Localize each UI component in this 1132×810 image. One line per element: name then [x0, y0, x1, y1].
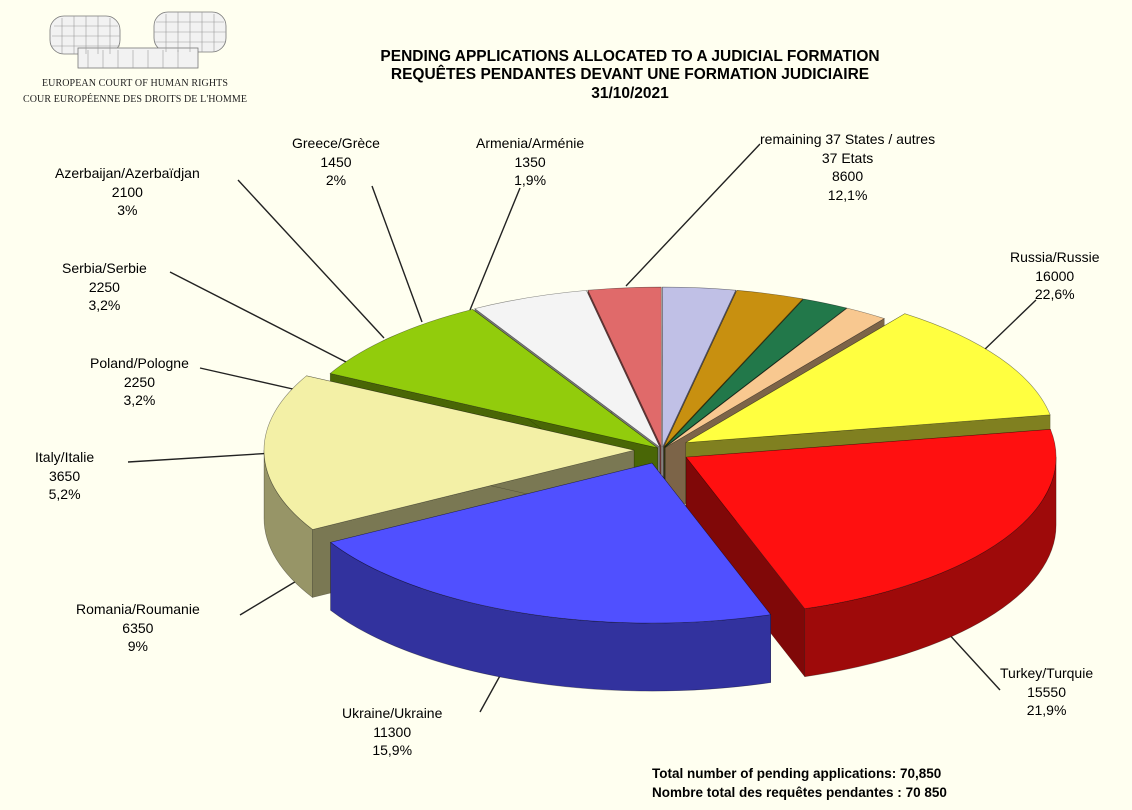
slice-romania-top [329, 309, 658, 449]
label-remaining: remaining 37 States / autres 37 Etats 86… [760, 130, 935, 204]
chart-title-en: PENDING APPLICATIONS ALLOCATED TO A JUDI… [380, 48, 880, 65]
label-remaining-value: 8600 [831, 168, 864, 184]
label-greece-percent: 2% [325, 172, 347, 188]
label-italy: Italy/Italie 3650 5,2% [35, 448, 94, 504]
total-en-label: Total number of pending applications: [652, 766, 897, 781]
label-russia-value: 16000 [1035, 267, 1075, 284]
label-greece-value: 1450 [320, 153, 352, 170]
label-ukraine-name: Ukraine/Ukraine [342, 705, 443, 721]
label-turkey-percent: 21,9% [1026, 702, 1067, 718]
slice-ukraine-side [263, 450, 313, 599]
label-romania: Romania/Roumanie 6350 9% [76, 600, 200, 656]
label-azerbaijan: Azerbaijan/Azerbaïdjan 2100 3% [55, 164, 200, 220]
label-serbia-name: Serbia/Serbie [62, 260, 147, 276]
slice-azerbaijan-top [663, 289, 804, 448]
label-italy-value: 3650 [48, 467, 81, 484]
total-fr: Nombre total des requêtes pendantes : 70… [652, 785, 947, 800]
label-serbia-value: 2250 [88, 278, 120, 295]
total-en-value: 70,850 [900, 766, 942, 781]
label-italy-name: Italy/Italie [35, 449, 95, 465]
total-en: Total number of pending applications: 70… [652, 766, 941, 781]
total-fr-label: Nombre total des requêtes pendantes : [652, 785, 902, 800]
logo-text-fr: COUR EUROPÉENNE DES DROITS DE L'HOMME [22, 94, 248, 105]
leader-line-greece [371, 185, 423, 323]
label-azerbaijan-name: Azerbaijan/Azerbaïdjan [55, 165, 200, 181]
label-russia-percent: 22,6% [1034, 286, 1075, 302]
label-armenia-name: Armenia/Arménie [476, 135, 585, 151]
label-russia-name: Russia/Russie [1010, 249, 1100, 265]
label-poland-value: 2250 [123, 373, 156, 390]
slice-turkey-top [329, 462, 772, 624]
label-ukraine-percent: 15,9% [372, 742, 413, 758]
chart-title-fr: REQUÊTES PENDANTES DEVANT UNE FORMATION … [390, 66, 870, 83]
label-azerbaijan-percent: 3% [117, 202, 138, 218]
label-serbia: Serbia/Serbie 2250 3,2% [62, 259, 147, 315]
label-turkey: Turkey/Turquie 15550 21,9% [1000, 664, 1093, 720]
label-turkey-name: Turkey/Turquie [1000, 665, 1094, 681]
slice-russia-top [685, 429, 1057, 610]
label-romania-name: Romania/Roumanie [76, 601, 200, 617]
leader-line-azerbaijan [237, 179, 385, 339]
slice-armenia-top [665, 307, 886, 448]
court-building-icon [49, 11, 227, 69]
slice-greece-top [664, 298, 848, 448]
slice-turkey [329, 462, 772, 692]
label-russia: Russia/Russie 16000 22,6% [1010, 248, 1099, 304]
slice-poland-top [587, 286, 662, 448]
label-azerbaijan-value: 2100 [111, 183, 143, 200]
logo-text-en: EUROPEAN COURT OF HUMAN RIGHTS [41, 78, 229, 89]
total-fr-value: 70 850 [905, 785, 947, 800]
label-ukraine-value: 11300 [373, 723, 412, 740]
leader-line-serbia [169, 271, 347, 363]
label-poland-name: Poland/Pologne [90, 355, 189, 371]
label-armenia: Armenia/Arménie 1350 1,9% [476, 134, 584, 190]
slice-serbia-top [662, 286, 737, 448]
slice-ukraine-top [263, 375, 635, 530]
label-ukraine: Ukraine/Ukraine 11300 15,9% [342, 704, 442, 760]
court-logo: EUROPEAN COURT OF HUMAN RIGHTS COUR EURO… [0, 0, 270, 110]
slice-remaining-top [685, 313, 1051, 443]
leader-line-italy [127, 451, 291, 463]
label-remaining-name: remaining 37 States / autres [760, 131, 936, 147]
label-remaining-name-2: 37 Etats [821, 149, 874, 166]
label-turkey-value: 15550 [1027, 683, 1067, 700]
label-greece-name: Greece/Grèce [292, 135, 380, 151]
leader-line-armenia [469, 187, 521, 311]
label-remaining-percent: 12,1% [827, 186, 868, 203]
label-armenia-percent: 1,9% [514, 172, 547, 188]
label-romania-percent: 9% [127, 638, 148, 654]
label-poland-percent: 3,2% [123, 392, 156, 408]
leader-line-remaining [625, 143, 761, 287]
slice-italy-top [474, 290, 661, 448]
pie-slices [263, 286, 1057, 692]
label-poland: Poland/Pologne 2250 3,2% [90, 354, 189, 410]
label-serbia-percent: 3,2% [88, 297, 121, 313]
label-italy-percent: 5,2% [48, 486, 81, 502]
leader-line-poland [199, 367, 307, 393]
leader-line-russia [981, 299, 1037, 353]
slice-russia [685, 429, 1057, 678]
label-romania-value: 6350 [122, 619, 154, 636]
label-greece: Greece/Grèce 1450 2% [292, 134, 380, 190]
label-armenia-value: 1350 [514, 153, 546, 170]
chart-date: 31/10/2021 [591, 85, 669, 102]
